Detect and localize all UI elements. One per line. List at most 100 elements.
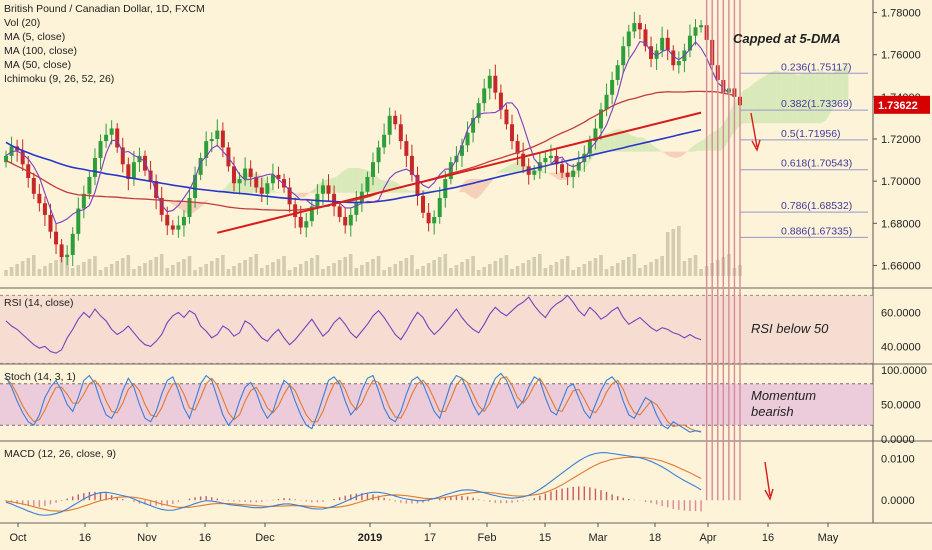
fib-label-0886: 0.886(1.67335) <box>781 225 852 237</box>
candle-body <box>387 115 392 135</box>
candle-body <box>404 141 409 156</box>
volume-bar <box>626 257 631 276</box>
ichimoku-cloud <box>631 135 638 152</box>
candle-body <box>181 216 186 226</box>
volume-bar <box>232 266 236 276</box>
volume-bar <box>204 264 208 276</box>
candle-body <box>209 139 214 142</box>
ichimoku-cloud <box>208 195 215 200</box>
ichimoku-cloud <box>459 181 465 193</box>
volume-bar <box>632 254 637 276</box>
volume-bar <box>259 268 264 276</box>
volume-bar <box>693 255 698 276</box>
candle-body <box>115 128 120 148</box>
candle-body <box>326 185 331 194</box>
volume-bar <box>688 258 692 276</box>
ichimoku-cloud <box>409 190 415 193</box>
volume-bar <box>621 260 626 276</box>
candle-body <box>298 216 303 228</box>
ichimoku-cloud <box>742 87 749 124</box>
candle-body <box>332 193 337 207</box>
candle-body <box>165 214 170 226</box>
candle-body <box>521 153 526 167</box>
ichimoku-cloud <box>692 142 699 152</box>
volume-bar <box>137 266 142 276</box>
candle-body <box>532 170 537 175</box>
ichimoku-cloud <box>553 172 560 181</box>
ichimoku-cloud <box>342 167 348 193</box>
ichimoku-cloud <box>309 188 315 194</box>
volume-bar <box>677 226 681 276</box>
ichimoku-cloud <box>403 188 410 193</box>
volume-bar <box>660 256 664 276</box>
ichimoku-cloud <box>642 137 649 152</box>
volume-bar <box>399 261 403 276</box>
x-tick-label-1: 16 <box>79 532 91 544</box>
volume-bar <box>504 255 509 276</box>
candle-body <box>37 193 42 204</box>
rsi-line <box>5 294 702 354</box>
candle-body <box>676 61 681 66</box>
candle-body <box>104 134 109 142</box>
candle-body <box>237 179 242 184</box>
candle-body <box>687 35 692 51</box>
ichimoku-cloud <box>620 128 627 152</box>
volume-bar <box>9 267 14 276</box>
volume-bar <box>493 261 498 276</box>
candle-body <box>120 147 125 165</box>
volume-bar <box>310 258 314 276</box>
volume-bar <box>332 263 336 276</box>
volume-bar <box>387 267 392 276</box>
candle-body <box>70 233 75 255</box>
rsi-pane-label: RSI (14, close) <box>4 297 74 309</box>
candle-body <box>543 157 548 163</box>
volume-bar <box>365 262 370 276</box>
volume-bar <box>443 254 448 276</box>
candle-body <box>459 145 464 156</box>
candle-body <box>448 162 453 180</box>
volume-bar <box>426 263 431 276</box>
candle-body <box>282 179 287 188</box>
ichimoku-cloud <box>676 151 682 158</box>
candle-body <box>621 46 626 66</box>
candle-body <box>576 162 581 171</box>
ichimoku-cloud <box>792 73 799 124</box>
volume-bar <box>132 269 136 276</box>
fib-label-05: 0.5(1.71956) <box>781 128 841 140</box>
macd-tick-label: 0.0100 <box>881 454 915 466</box>
volume-bar <box>293 267 297 276</box>
candle-body <box>137 155 142 163</box>
x-tick-label-3: 16 <box>199 532 211 544</box>
indicator-ma50: MA (50, close) <box>4 59 72 71</box>
candle-body <box>337 206 342 217</box>
ichimoku-cloud <box>659 149 665 154</box>
candle-body <box>248 168 253 177</box>
volume-bar <box>143 263 147 276</box>
candle-body <box>471 117 476 133</box>
volume-bar <box>32 255 36 276</box>
candle-body <box>671 50 676 66</box>
candle-body <box>309 206 314 222</box>
candle-body <box>482 88 487 104</box>
candle-body <box>348 214 353 226</box>
ichimoku-cloud <box>687 146 693 152</box>
candle-body <box>504 109 509 125</box>
bearish-arrow-head <box>751 139 761 152</box>
candle-body <box>654 50 659 59</box>
candle-body <box>665 37 670 51</box>
volume-bar <box>298 264 303 276</box>
candle-body <box>159 198 164 215</box>
ichimoku-cloud <box>303 192 310 198</box>
volume-bar <box>154 257 158 276</box>
volume-bar <box>576 267 581 276</box>
stoch-pane-label: Stoch (14, 3, 1) <box>4 371 76 383</box>
ichimoku-cloud <box>681 151 688 157</box>
ichimoku-cloud <box>381 180 387 193</box>
candle-body <box>526 166 531 175</box>
volume-bar <box>198 267 203 276</box>
candle-body <box>487 75 492 89</box>
volume-bar <box>554 262 559 276</box>
candle-body <box>154 181 159 199</box>
indicator-ichimoku: Ichimoku (9, 26, 52, 26) <box>4 73 115 85</box>
